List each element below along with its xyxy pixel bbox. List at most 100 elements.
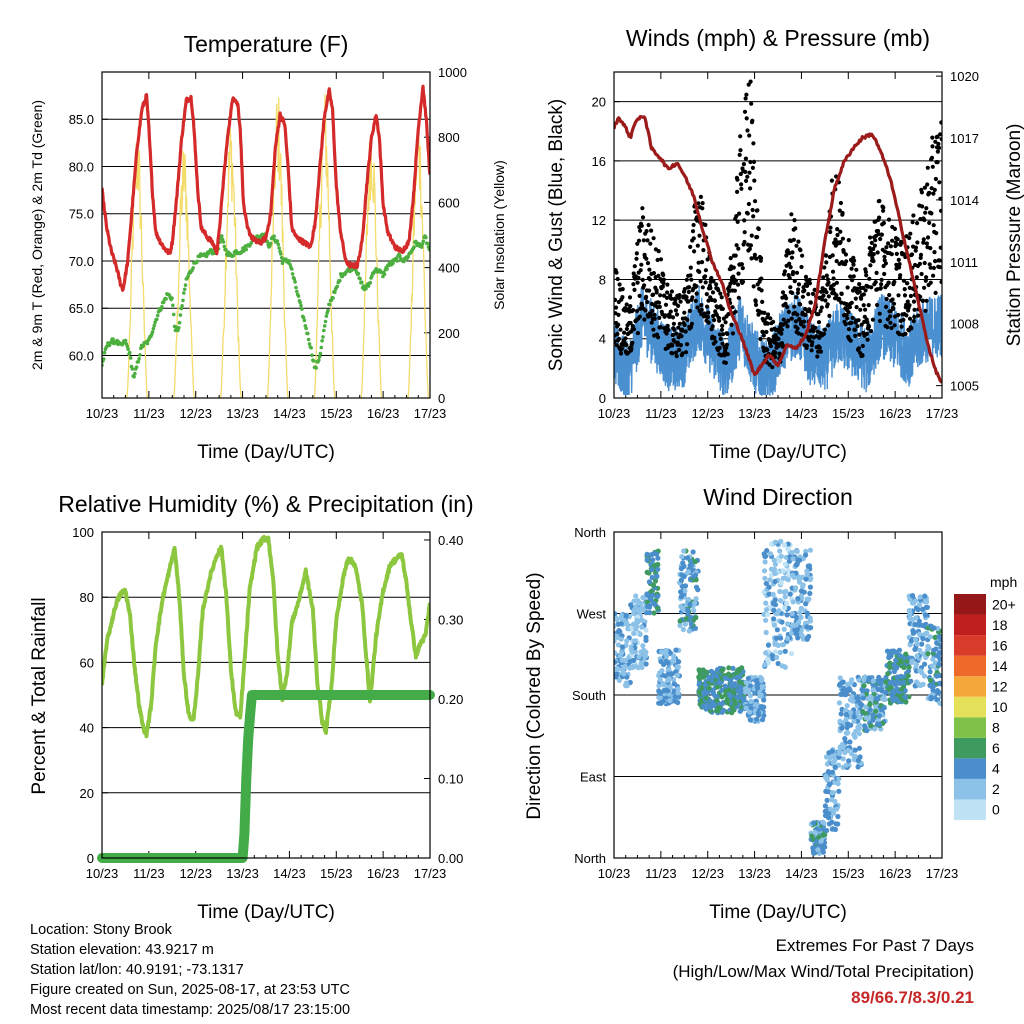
gust-point: [664, 295, 670, 300]
dewpoint-point: [406, 254, 411, 259]
gust-point: [796, 287, 801, 292]
gust-point: [848, 338, 853, 343]
winds-ylabel-right: Station Pressure (Maroon): [1004, 124, 1024, 347]
dewpoint-point: [323, 319, 328, 324]
direction-point: [737, 708, 743, 714]
gust-point: [894, 251, 899, 256]
direction-point: [775, 642, 781, 649]
gust-point: [877, 198, 882, 204]
gust-point: [645, 300, 650, 305]
direction-point: [687, 601, 693, 608]
dewpoint-point: [164, 297, 168, 301]
temp-plot-area: [102, 84, 430, 398]
direction-point: [760, 717, 766, 723]
colorbar-swatch: [954, 778, 986, 800]
gust-point: [711, 313, 716, 319]
gust-point: [656, 335, 661, 340]
dewpoint-point: [171, 303, 175, 308]
rh-y2tick-label: 0.00: [438, 851, 463, 866]
direction-point: [729, 710, 735, 716]
direction-point: [910, 616, 916, 623]
direction-point: [936, 662, 942, 668]
gust-point: [850, 315, 855, 320]
direction-point: [614, 650, 618, 656]
gust-point: [647, 277, 653, 282]
gust-point: [753, 299, 758, 304]
gust-point: [749, 233, 754, 238]
gust-point: [838, 229, 843, 234]
colorbar-label: 10: [992, 699, 1008, 715]
direction-point: [807, 577, 813, 583]
gust-point: [831, 282, 837, 287]
gust-point: [804, 277, 809, 282]
gust-point: [649, 228, 654, 233]
gust-point: [646, 222, 651, 228]
gust-point: [678, 299, 683, 304]
direction-point: [932, 634, 938, 641]
rh-plot-area: [102, 534, 430, 739]
gust-point: [652, 316, 657, 321]
wind-ytick-label: 0: [599, 391, 606, 406]
gust-point: [623, 336, 628, 341]
direction-point: [927, 669, 933, 675]
gust-point: [739, 262, 745, 267]
gust-point: [857, 282, 862, 287]
gust-point: [818, 349, 824, 354]
direction-point: [849, 694, 855, 700]
gust-point: [688, 325, 694, 330]
wind-ytick-label: 8: [599, 272, 606, 287]
direction-point: [761, 568, 768, 574]
direction-point: [904, 658, 910, 664]
gust-point: [908, 293, 914, 299]
solar-insolation-curve: [266, 97, 289, 398]
gust-point: [936, 141, 941, 147]
gust-point: [705, 314, 711, 320]
direction-point: [657, 690, 664, 697]
colorbar-swatch: [954, 676, 986, 697]
dewpoint-point: [137, 357, 141, 361]
gust-point: [694, 284, 699, 289]
gust-point: [927, 220, 932, 225]
direction-point: [788, 651, 795, 657]
gust-point: [897, 332, 902, 337]
gust-point: [616, 322, 621, 327]
gust-point: [721, 332, 726, 337]
direction-point: [772, 570, 778, 577]
dewpoint-point: [171, 312, 176, 317]
gust-point: [682, 310, 687, 315]
gust-point: [639, 262, 644, 267]
gust-point: [708, 286, 713, 291]
gust-point: [668, 309, 673, 314]
direction-point: [655, 555, 661, 561]
gust-point: [640, 215, 646, 220]
direction-point: [832, 764, 838, 770]
direction-point: [777, 649, 783, 656]
gust-point: [624, 326, 630, 332]
direction-point: [907, 642, 913, 648]
gust-point: [760, 330, 766, 335]
gust-point: [938, 245, 942, 250]
gust-point: [736, 246, 741, 251]
direction-point: [922, 593, 928, 599]
direction-point: [855, 757, 862, 763]
direction-point: [669, 671, 675, 677]
gust-point: [667, 313, 672, 318]
gust-point: [867, 276, 872, 281]
gust-point: [807, 277, 812, 282]
direction-point: [843, 707, 849, 714]
gust-point: [902, 287, 907, 292]
gust-point: [614, 297, 618, 302]
gust-point: [697, 269, 702, 274]
direction-point: [889, 692, 896, 699]
gust-point: [834, 293, 839, 298]
direction-point: [700, 703, 706, 710]
wind-y2tick-label: 1017: [950, 131, 979, 146]
gust-point: [661, 293, 667, 298]
direction-point: [762, 553, 768, 560]
gust-point: [747, 133, 752, 138]
gust-point: [881, 220, 887, 226]
colorbar: 0 2 4 6 8 10 12 14 16 18 20+: [954, 594, 1016, 820]
gust-point: [677, 321, 682, 326]
direction-point: [913, 645, 919, 652]
gust-point: [640, 303, 645, 308]
